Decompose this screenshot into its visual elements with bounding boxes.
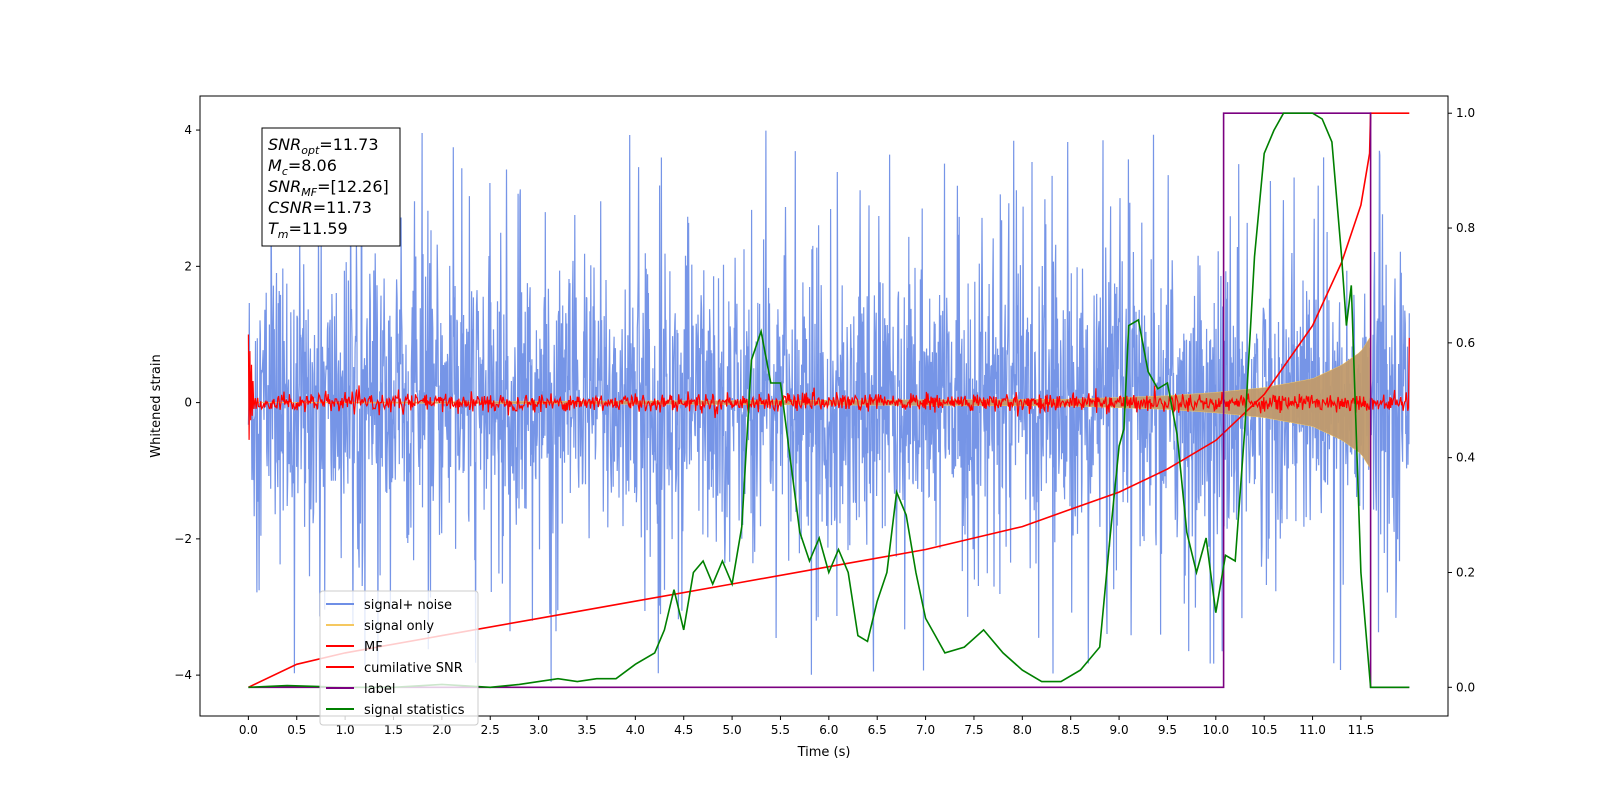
legend-label: label bbox=[364, 682, 395, 697]
plot-frame bbox=[199, 95, 1449, 717]
series-mf bbox=[247, 334, 1410, 440]
annotation-line: Tm=11.59 bbox=[268, 219, 348, 241]
x-tick-label: 9.5 bbox=[1158, 723, 1177, 737]
y-axis-label: Whitened strain bbox=[149, 354, 164, 457]
x-tick-label: 5.5 bbox=[771, 723, 790, 737]
x-axis-label: Time (s) bbox=[797, 745, 851, 760]
annotation-frame bbox=[261, 127, 401, 247]
x-tick-label: 8.0 bbox=[1013, 723, 1032, 737]
legend-frame bbox=[319, 590, 479, 726]
legend-label: signal only bbox=[364, 619, 434, 634]
legend-label: cumilative SNR bbox=[364, 661, 463, 676]
series-signal-statistics bbox=[248, 112, 1410, 689]
x-tick-label: 6.0 bbox=[819, 723, 838, 737]
right-y-tick-label: 0.4 bbox=[1456, 451, 1475, 465]
left-y-tick-label: −4 bbox=[174, 668, 192, 682]
x-tick-label: 0.5 bbox=[287, 723, 306, 737]
annotation-line: Mc=8.06 bbox=[268, 156, 337, 178]
x-tick-label: 1.5 bbox=[384, 723, 403, 737]
x-tick-label: 10.5 bbox=[1251, 723, 1278, 737]
x-tick-label: 4.0 bbox=[626, 723, 645, 737]
left-y-axis-ticks: −4 −2 0 2 4 bbox=[174, 123, 200, 682]
x-tick-label: 2.5 bbox=[481, 723, 500, 737]
left-y-tick-label: 0 bbox=[184, 396, 192, 410]
legend-label: MF bbox=[364, 640, 383, 655]
right-y-tick-label: 0.2 bbox=[1456, 565, 1475, 579]
x-tick-label: 7.0 bbox=[916, 723, 935, 737]
left-y-tick-label: 4 bbox=[184, 123, 192, 137]
right-y-tick-label: 0.8 bbox=[1456, 221, 1475, 235]
right-y-tick-label: 0.0 bbox=[1456, 680, 1475, 694]
x-tick-label: 1.0 bbox=[336, 723, 355, 737]
right-y-tick-label: 0.6 bbox=[1456, 336, 1475, 350]
annotation-line: SNRMF=[12.26] bbox=[268, 177, 389, 199]
annotation-line: SNRopt=11.73 bbox=[268, 135, 379, 157]
x-tick-label: 11.0 bbox=[1299, 723, 1326, 737]
x-tick-label: 4.5 bbox=[674, 723, 693, 737]
x-tick-label: 7.5 bbox=[964, 723, 983, 737]
x-tick-label: 10.0 bbox=[1202, 723, 1229, 737]
x-tick-label: 3.0 bbox=[529, 723, 548, 737]
x-tick-label: 8.5 bbox=[1061, 723, 1080, 737]
left-y-tick-label: 2 bbox=[184, 259, 192, 273]
plot-data bbox=[247, 112, 1410, 689]
annotation-line: CSNR=11.73 bbox=[268, 198, 372, 217]
x-tick-label: 9.0 bbox=[1110, 723, 1129, 737]
annotation-box: SNRopt=11.73Mc=8.06SNRMF=[12.26]CSNR=11.… bbox=[261, 127, 401, 247]
x-tick-label: 6.5 bbox=[868, 723, 887, 737]
x-axis-ticks: 0.0 0.5 1.0 1.5 2.0 2.5 3.0 3.5 4.0 4.5 5.0 5.5 6.0 6… bbox=[239, 716, 1374, 737]
series-signal-noise bbox=[247, 130, 1410, 682]
legend-label: signal+ noise bbox=[364, 598, 452, 613]
x-tick-label: 2.0 bbox=[432, 723, 451, 737]
x-tick-label: 3.5 bbox=[577, 723, 596, 737]
right-y-tick-label: 1.0 bbox=[1456, 106, 1475, 120]
x-tick-label: 5.0 bbox=[723, 723, 742, 737]
right-y-axis-ticks: 0.0 0.2 0.4 0.6 0.8 1.0 bbox=[1448, 106, 1475, 694]
legend-label: signal statistics bbox=[364, 703, 465, 718]
x-tick-label: 11.5 bbox=[1348, 723, 1375, 737]
left-y-tick-label: −2 bbox=[174, 532, 192, 546]
legend: signal+ noise signal only MF cumilative SNR… bbox=[319, 590, 479, 726]
x-tick-label: 0.0 bbox=[239, 723, 258, 737]
